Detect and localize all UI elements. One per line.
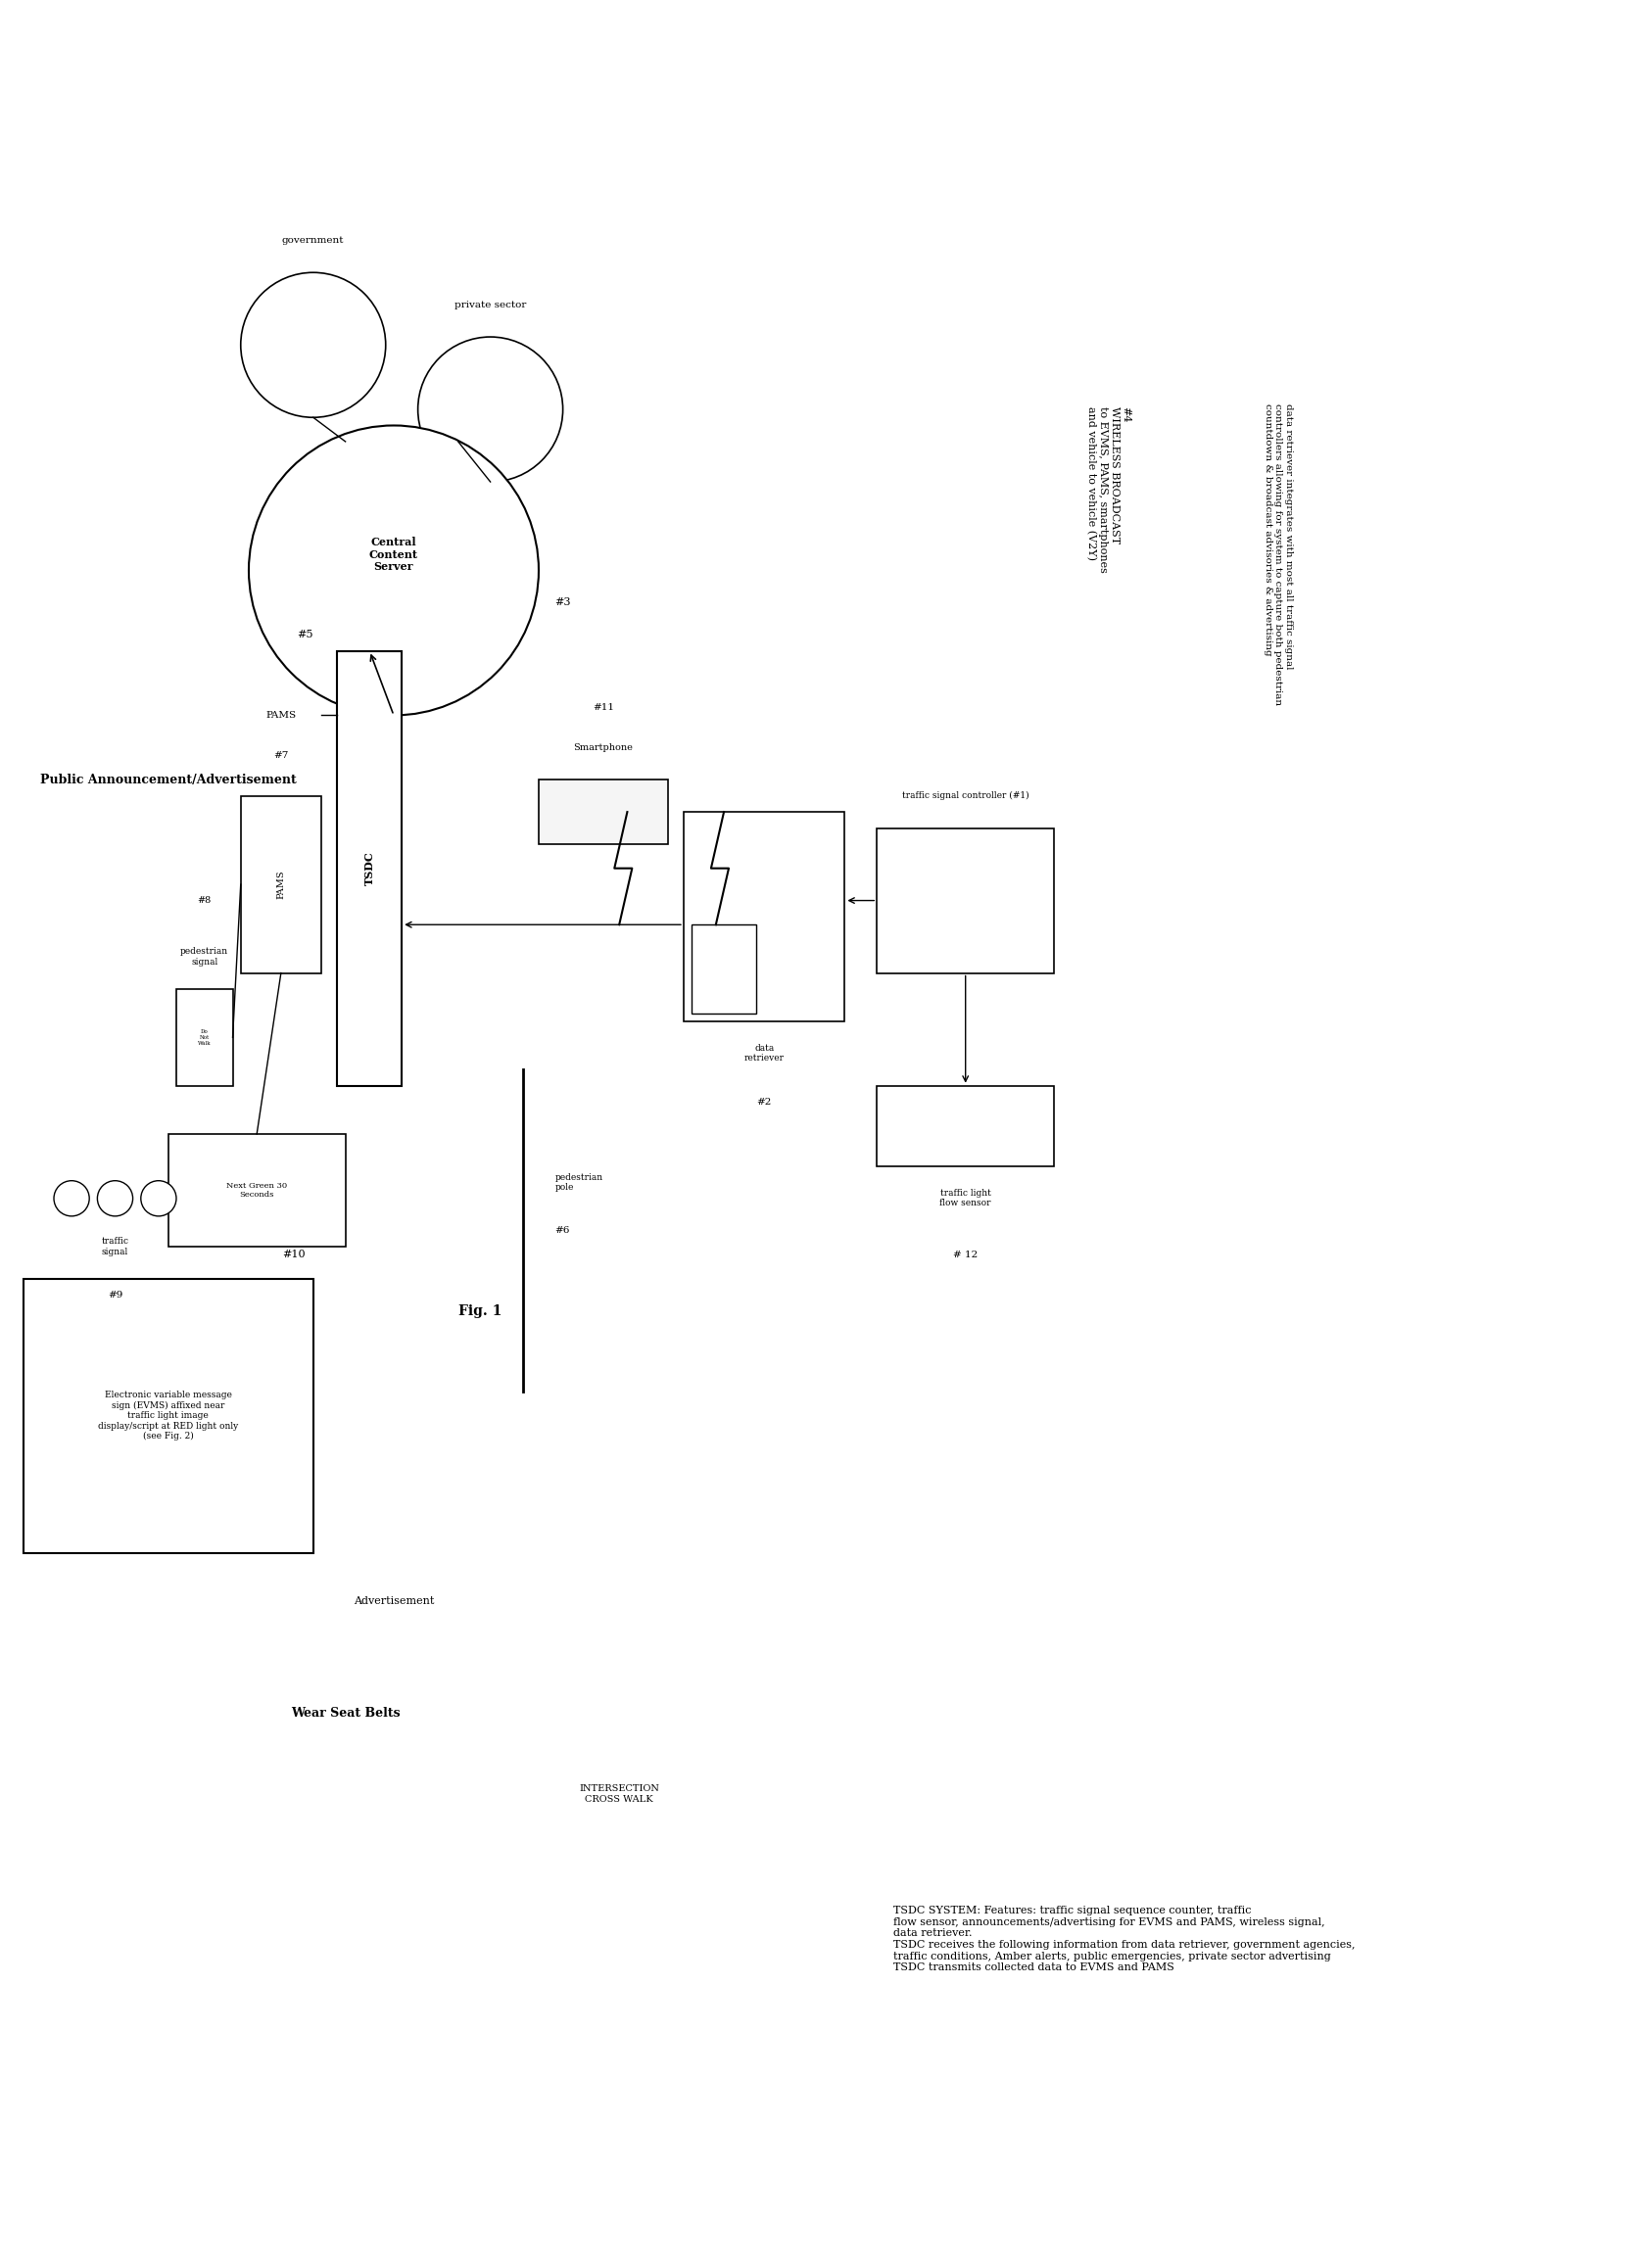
Bar [23, 1279, 314, 1554]
Text: data retriever integrates with most all traffic signal
controllers allowing for : data retriever integrates with most all … [1264, 404, 1292, 705]
Text: #2: #2 [757, 1098, 772, 1107]
Text: #6: #6 [554, 1227, 570, 1236]
Text: traffic light
flow sensor: traffic light flow sensor [939, 1188, 991, 1209]
Text: #4
WIRELESS BROADCAST
to EVMS, PAMS, smartphones
and vehicle to vehicle (V2Y): #4 WIRELESS BROADCAST to EVMS, PAMS, sma… [1087, 406, 1131, 574]
Bar [169, 1134, 346, 1247]
Text: Wear Seat Belts: Wear Seat Belts [291, 1708, 400, 1719]
Text: government: government [283, 236, 345, 245]
Text: Smartphone: Smartphone [574, 744, 632, 753]
Text: # 12: # 12 [954, 1250, 978, 1259]
Text: TSDC: TSDC [364, 850, 375, 885]
Text: traffic signal controller (#1): traffic signal controller (#1) [902, 792, 1029, 801]
Text: Fig. 1: Fig. 1 [458, 1304, 502, 1318]
Bar [240, 796, 322, 973]
Bar [692, 925, 756, 1014]
Circle shape [418, 338, 562, 481]
Circle shape [141, 1182, 176, 1216]
Text: #7: #7 [273, 751, 289, 760]
Text: private sector: private sector [455, 299, 526, 308]
Circle shape [249, 426, 538, 714]
Text: Next Green 30
Seconds: Next Green 30 Seconds [226, 1182, 288, 1200]
Circle shape [240, 272, 385, 417]
Text: #11: #11 [593, 703, 614, 712]
Text: Electronic variable message
sign (EVMS) affixed near
traffic light image
display: Electronic variable message sign (EVMS) … [98, 1390, 239, 1440]
Text: #9: #9 [107, 1290, 122, 1300]
Text: Advertisement: Advertisement [353, 1597, 434, 1606]
Circle shape [98, 1182, 133, 1216]
Text: traffic
signal: traffic signal [101, 1238, 128, 1256]
Text: #5: #5 [297, 631, 314, 640]
Text: Central
Content
Server: Central Content Server [369, 535, 418, 572]
Text: #8: #8 [198, 896, 211, 905]
Bar [878, 828, 1055, 973]
Text: #10: #10 [283, 1250, 306, 1259]
Text: data
retriever: data retriever [744, 1043, 785, 1064]
Bar [684, 812, 845, 1021]
Circle shape [54, 1182, 89, 1216]
Text: pedestrian
pole: pedestrian pole [554, 1173, 603, 1191]
Text: Public Announcement/Advertisement: Public Announcement/Advertisement [41, 773, 296, 787]
Text: INTERSECTION
CROSS WALK: INTERSECTION CROSS WALK [578, 1785, 660, 1803]
Text: TSDC SYSTEM: Features: traffic signal sequence counter, traffic
flow sensor, ann: TSDC SYSTEM: Features: traffic signal se… [894, 1905, 1355, 1973]
Text: #3: #3 [554, 599, 570, 608]
Bar [338, 651, 401, 1086]
Text: Do
Not
Walk: Do Not Walk [198, 1030, 211, 1046]
Text: PAMS: PAMS [276, 871, 286, 898]
Text: PAMS: PAMS [266, 710, 296, 719]
Text: pedestrian
signal: pedestrian signal [180, 948, 229, 966]
Bar [878, 1086, 1055, 1166]
Bar [538, 780, 668, 844]
Bar [176, 989, 232, 1086]
